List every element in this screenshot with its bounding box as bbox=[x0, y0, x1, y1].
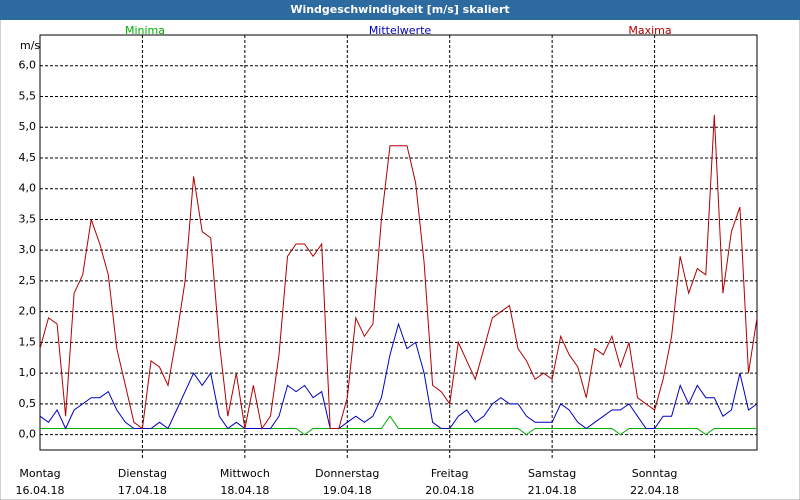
x-date-label: 19.04.18 bbox=[323, 484, 372, 497]
x-weekday-label: Montag bbox=[19, 467, 60, 480]
x-date-label: 21.04.18 bbox=[528, 484, 577, 497]
plot-frame bbox=[39, 34, 758, 451]
y-tick-label: 4,0 bbox=[19, 182, 37, 195]
x-date-label: 18.04.18 bbox=[220, 484, 269, 497]
title-bar bbox=[0, 0, 800, 20]
x-weekday-label: Samstag bbox=[528, 467, 576, 480]
y-tick-label: 1,0 bbox=[19, 366, 37, 379]
y-tick-label: 0,5 bbox=[19, 397, 37, 410]
x-weekday-label: Donnerstag bbox=[315, 467, 379, 480]
y-tick-label: 1,5 bbox=[19, 335, 37, 348]
x-weekday-label: Dienstag bbox=[118, 467, 167, 480]
chart-title: Windgeschwindigkeit [m/s] skaliert bbox=[290, 3, 509, 16]
x-weekday-label: Freitag bbox=[431, 467, 469, 480]
y-tick-label: 2,0 bbox=[19, 305, 37, 318]
legend-label: Maxima bbox=[628, 24, 671, 37]
y-axis-label: m/s bbox=[20, 39, 40, 52]
x-date-label: 20.04.18 bbox=[425, 484, 474, 497]
y-tick-label: 5,5 bbox=[19, 89, 37, 102]
series-line bbox=[40, 415, 757, 436]
y-tick-label: 4,5 bbox=[19, 151, 37, 164]
series-line bbox=[39, 114, 758, 430]
legend-label: Mittelwerte bbox=[369, 24, 432, 37]
x-date-label: 16.04.18 bbox=[16, 484, 65, 497]
series-line bbox=[39, 322, 758, 430]
y-tick-label: 3,0 bbox=[19, 243, 37, 256]
x-weekday-label: Mittwoch bbox=[220, 467, 270, 480]
x-weekday-label: Sonntag bbox=[632, 467, 678, 480]
x-date-label: 17.04.18 bbox=[118, 484, 167, 497]
y-tick-label: 3,5 bbox=[19, 212, 37, 225]
x-date-label: 22.04.18 bbox=[630, 484, 679, 497]
y-tick-label: 2,5 bbox=[19, 274, 37, 287]
y-tick-label: 0,0 bbox=[19, 428, 37, 441]
y-tick-label: 5,0 bbox=[19, 120, 37, 133]
y-tick-label: 6,0 bbox=[19, 59, 37, 72]
legend-label: Minima bbox=[125, 24, 165, 37]
